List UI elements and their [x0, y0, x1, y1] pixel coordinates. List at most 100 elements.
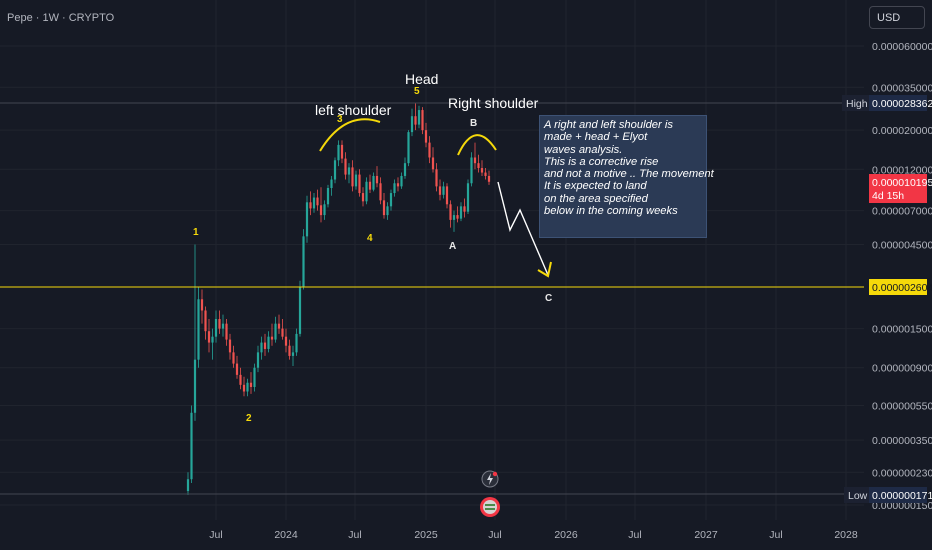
candle [410, 108, 414, 137]
left-shoulder-arc [319, 118, 381, 152]
candle [316, 189, 319, 211]
high-price-pill [869, 95, 927, 111]
candle [459, 202, 463, 222]
candle [260, 336, 263, 360]
candle [333, 157, 337, 184]
candle [386, 202, 389, 220]
candle [375, 166, 379, 188]
candle [218, 310, 221, 334]
projection-arrowhead-icon [537, 261, 552, 278]
candle [480, 160, 484, 176]
candle [379, 177, 382, 205]
candle [449, 200, 452, 228]
candle [267, 331, 270, 353]
candle [186, 472, 190, 495]
candle [470, 152, 473, 187]
candle [445, 183, 449, 209]
candle [351, 160, 354, 192]
candle [207, 319, 211, 353]
candle [473, 142, 477, 170]
candle [421, 107, 424, 135]
candle [466, 179, 470, 214]
note-line: and not a motive .. The movement [544, 168, 714, 181]
candle [291, 345, 295, 367]
right-shoulder-label: Right shoulder [448, 95, 539, 111]
candle [211, 328, 214, 360]
candle [298, 280, 302, 337]
grid-lines [0, 0, 864, 520]
wave-label-4: 4 [367, 233, 373, 244]
candle [452, 210, 456, 232]
price-tick-label: 0.000000550 [872, 400, 932, 412]
price-tick-label: 0.000001500 [872, 324, 932, 336]
last-price-pill [869, 174, 927, 203]
candle [347, 163, 351, 184]
candle [414, 103, 417, 131]
candle [242, 376, 246, 397]
candle [477, 154, 480, 173]
candle [288, 339, 291, 360]
price-tick-label: 0.000060000 [872, 41, 932, 53]
wave-label-5: 5 [414, 86, 420, 97]
time-tick-label: 2026 [554, 529, 578, 541]
candle [256, 345, 260, 373]
analysis-note: A right and left shoulder is made + head… [539, 115, 714, 238]
price-tick-label: 0.000004500 [872, 239, 932, 251]
candle [456, 206, 459, 223]
candle [253, 363, 256, 392]
price-tick-label: 0.000007000 [872, 206, 932, 218]
time-tick-label: Jul [348, 529, 361, 541]
candle [344, 152, 347, 180]
pepe-logo-icon[interactable] [480, 497, 500, 517]
flash-icon[interactable] [481, 470, 499, 488]
wave-label-3: 3 [337, 114, 343, 125]
candle [249, 372, 253, 394]
candle [270, 323, 274, 346]
high-price-value: 0.000028362 [872, 98, 932, 110]
candle [274, 316, 277, 343]
candle [463, 198, 466, 218]
symbol-title[interactable]: Pepe · 1W · CRYPTO [7, 12, 115, 24]
wave-label-a: A [449, 241, 456, 252]
time-tick-label: 2027 [694, 529, 718, 541]
candle [403, 157, 407, 179]
time-tick-label: Jul [209, 529, 222, 541]
candle [389, 189, 393, 211]
price-tick-label: 0.000012000 [872, 164, 932, 176]
candle [417, 105, 421, 129]
candle [312, 193, 316, 213]
candle [442, 181, 445, 199]
wave-label-1: 1 [193, 227, 199, 238]
currency-button[interactable]: USD [869, 6, 925, 29]
candle [323, 200, 326, 220]
wave-label-b: B [470, 118, 477, 129]
candle [232, 345, 235, 368]
candle [204, 306, 207, 340]
candle [407, 130, 410, 167]
candle [382, 193, 386, 219]
candle [214, 310, 218, 343]
candle [361, 187, 365, 207]
note-line: below in the coming weeks [544, 205, 678, 218]
bar-countdown: 4d 15h [872, 190, 904, 202]
candle [302, 229, 305, 290]
high-tag-label: High [846, 98, 868, 110]
level-price-pill [869, 279, 927, 295]
price-tick-label: 0.000000350 [872, 435, 932, 447]
candle [400, 172, 403, 189]
candle [197, 286, 200, 368]
candle [354, 170, 358, 190]
candle [319, 187, 323, 223]
candle [305, 195, 309, 243]
time-tick-label: Jul [628, 529, 641, 541]
high-tag-bg [842, 95, 870, 111]
price-axis[interactable]: 0.000060000 0.000035000 0.000020000 0.00001… [872, 41, 932, 512]
price-tick-label: 0.000020000 [872, 125, 932, 137]
candle [368, 174, 372, 194]
candle [330, 175, 333, 196]
time-axis[interactable]: Jul 2024 Jul 2025 Jul 2026 Jul 2027 Jul 2028 [209, 529, 858, 541]
candle [484, 168, 487, 180]
candle [487, 170, 491, 185]
